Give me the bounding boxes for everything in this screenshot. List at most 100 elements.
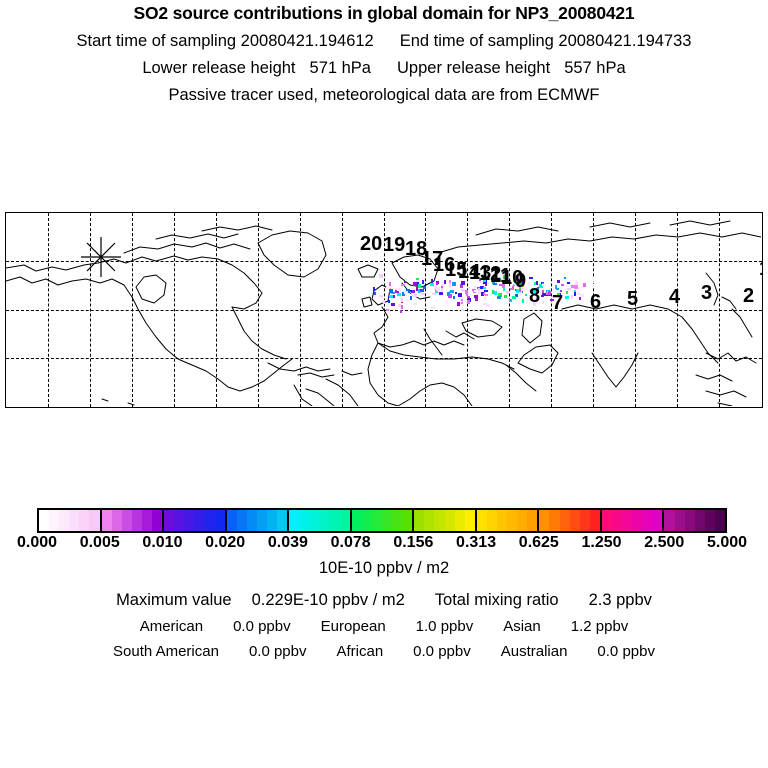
plume-cell (543, 287, 546, 290)
plume-cell (478, 291, 482, 294)
plume-cell (494, 291, 497, 295)
colorbar-tick-labels: 0.000 0.005 0.010 0.020 0.039 0.078 0.156 0.313… (0, 534, 768, 554)
plume-cell (575, 281, 578, 285)
hour-label: 7 (552, 292, 564, 314)
plume-cell (556, 288, 559, 290)
hour-label: 16 (433, 254, 456, 276)
plume-cell (436, 287, 440, 291)
plume-cell (566, 291, 568, 294)
plume-cell (395, 288, 399, 291)
region-name-asian: Asian (503, 618, 541, 635)
plume-cell (574, 290, 576, 293)
colorbar-segment (414, 510, 477, 531)
plume-cell (557, 280, 560, 283)
colorbar-step (569, 510, 580, 531)
global-map-panel[interactable]: 2019181716151413121110987654321 (5, 212, 763, 408)
plume-cell (542, 284, 546, 286)
plume-cell (429, 302, 431, 304)
plume-cell (534, 282, 536, 285)
plume-cell (391, 303, 395, 306)
colorbar-step (39, 510, 50, 531)
plume-cell (536, 281, 538, 285)
colorbar-step (89, 510, 100, 531)
colorbar-tick-label: 2.500 (644, 534, 685, 551)
plume-cell (564, 277, 566, 279)
plume-cell (401, 298, 403, 302)
plume-cell (399, 288, 401, 291)
hour-label: 15 (445, 259, 468, 281)
plume-cell (389, 282, 391, 286)
colorbar-step (267, 510, 278, 531)
gridline-horizontal (6, 358, 762, 359)
plume-cell (550, 299, 554, 301)
colorbar-step (111, 510, 122, 531)
colorbar-step (486, 510, 498, 531)
region-value-south-american: 0.0 ppbv (248, 643, 307, 660)
plume-cell (466, 293, 468, 296)
plume-cell (418, 289, 420, 293)
hour-label: 6 (590, 291, 602, 313)
plume-cell (492, 290, 494, 294)
plume-cell (441, 288, 443, 291)
plume-cell (481, 292, 484, 296)
plume-cell (416, 278, 419, 280)
colorbar-tick-label: 0.039 (267, 534, 308, 551)
colorbar-step (549, 510, 560, 531)
colorbar-step (402, 510, 413, 531)
colorbar-step (664, 510, 675, 531)
upper-height-value: 557 hPa (564, 59, 626, 77)
colorbar-segment (601, 510, 665, 531)
plume-cell (509, 299, 512, 302)
colorbar-step (256, 510, 268, 531)
plume-cell (483, 303, 487, 305)
plume-cell (455, 292, 457, 294)
plume-cell (432, 293, 436, 295)
plume-cell (426, 305, 428, 309)
plume-cell (516, 280, 519, 282)
plume-cell (404, 281, 406, 283)
hour-label: 20 (360, 233, 383, 255)
colorbar-segment (476, 510, 540, 531)
colorbar-tick-label: 5.000 (706, 534, 748, 551)
plume-cell (515, 294, 518, 297)
plume-cell (560, 290, 562, 292)
hour-label: 2 (743, 285, 755, 307)
plume-cell (557, 293, 560, 297)
colorbar-step (589, 510, 600, 531)
plume-cell (567, 282, 570, 284)
plume-cell (486, 304, 490, 307)
plume-cell (483, 287, 486, 289)
plume-cell (383, 300, 385, 304)
plume-cell (483, 293, 485, 295)
hour-label: 8 (529, 285, 541, 307)
colorbar-step (351, 510, 362, 531)
region-value-european: 1.0 ppbv (415, 618, 474, 635)
plume-cell (413, 294, 417, 297)
colorbar-step (226, 510, 237, 531)
plume-cell (433, 303, 435, 307)
plume-cell (522, 299, 524, 303)
plume-cell (461, 299, 463, 301)
plume-cell (405, 296, 409, 298)
plume-cell (544, 293, 547, 296)
colorbar[interactable] (37, 508, 727, 533)
plume-cell (386, 285, 390, 289)
plume-cell (411, 290, 415, 293)
plume-cell (533, 302, 536, 306)
plume-cell (420, 292, 423, 294)
summary-row-2: South American 0.0 ppbv African 0.0 ppbv Aus… (0, 643, 768, 660)
plume-cell (522, 284, 524, 287)
plume-cell (434, 285, 437, 289)
plume-cell (400, 310, 402, 313)
release-site-starburst-icon (81, 237, 121, 277)
colorbar-step (69, 510, 80, 531)
plume-cell (574, 285, 578, 289)
plume-cell (461, 302, 463, 304)
plume-cell (395, 291, 399, 293)
colorbar-tick-label: 0.005 (79, 534, 120, 551)
plume-cell (441, 284, 444, 287)
hour-label: 13 (469, 262, 492, 284)
hour-label: 14 (458, 261, 481, 283)
colorbar-step (319, 510, 330, 531)
plume-cell (379, 295, 383, 298)
